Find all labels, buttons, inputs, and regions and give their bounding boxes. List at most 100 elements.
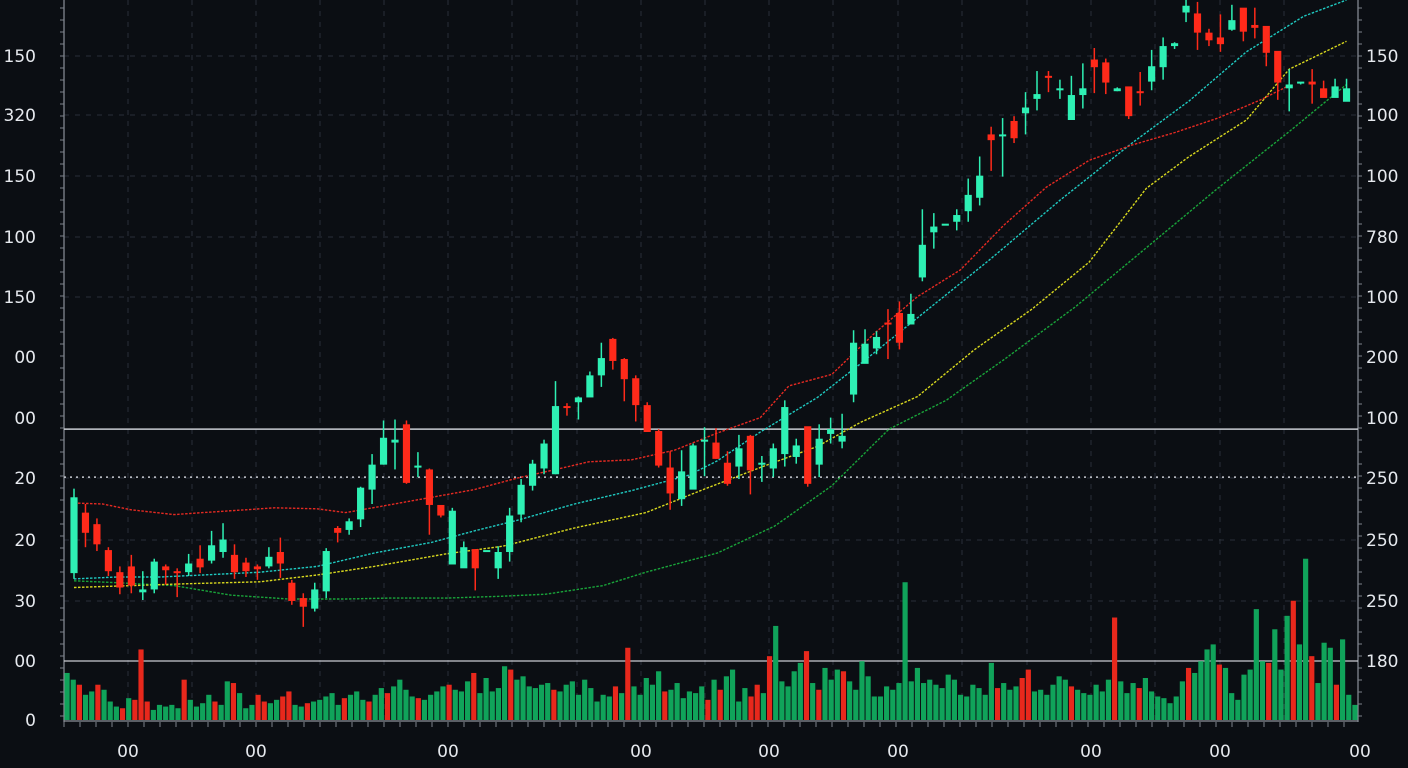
y-tick-label-left: 320 xyxy=(4,106,36,126)
volume-bar xyxy=(421,699,428,720)
candle-body xyxy=(1170,43,1179,47)
candle-body xyxy=(1148,66,1156,82)
moving-average-yellow xyxy=(73,40,1347,589)
volume-bar xyxy=(729,669,736,720)
volume-bar xyxy=(1112,617,1118,720)
candle-body xyxy=(219,539,227,552)
candle-body xyxy=(597,358,605,376)
candle-body xyxy=(574,397,583,403)
y-tick-label-left: 00 xyxy=(14,409,36,429)
candle-body xyxy=(357,487,365,520)
volume-bar xyxy=(193,706,200,720)
y-tick-label-right: 100 xyxy=(1366,409,1398,429)
volume-bar xyxy=(563,684,569,720)
candle-body xyxy=(1342,88,1351,102)
volume-bar xyxy=(816,689,822,720)
volume-bar xyxy=(1321,642,1327,720)
volume-bar xyxy=(631,686,637,720)
volume-bar xyxy=(810,683,816,720)
volume-bar xyxy=(668,689,674,720)
volume-bar xyxy=(594,701,600,720)
volume-bar xyxy=(532,688,538,720)
moving-average-cyan xyxy=(73,0,1347,580)
volume-bar xyxy=(440,686,446,720)
volume-bar xyxy=(828,679,834,720)
volume-bar xyxy=(347,694,354,720)
candle-body xyxy=(1285,84,1293,89)
volume-bar xyxy=(1315,683,1321,720)
volume-bar xyxy=(366,701,372,720)
candle-body xyxy=(712,442,720,459)
y-tick-label-right: 100 xyxy=(1366,288,1398,308)
candle-body xyxy=(1262,25,1270,53)
moving-average-red xyxy=(73,84,1290,516)
candle-body xyxy=(506,515,514,552)
y-tick-label-right: 250 xyxy=(1366,469,1398,489)
candle-body xyxy=(345,521,353,530)
x-tick-label: 00 xyxy=(1080,742,1102,762)
volume-bar xyxy=(557,691,563,720)
volume-bar xyxy=(1179,681,1185,720)
volume-bar xyxy=(538,684,545,720)
volume-bar xyxy=(822,667,828,720)
candle-body xyxy=(987,134,995,141)
volume-bar xyxy=(1167,703,1173,720)
candle-body xyxy=(609,338,617,361)
candle-body xyxy=(861,343,869,364)
candle-body xyxy=(643,405,651,432)
volume-bar xyxy=(865,676,871,720)
volume-bar xyxy=(871,696,877,720)
volume-bar xyxy=(859,661,865,720)
candle-body xyxy=(471,549,479,569)
volume-bar xyxy=(237,693,243,720)
candle-body xyxy=(953,215,961,222)
x-axis-labels: 00 00 00 00 00 00 00 00 00 xyxy=(117,742,1371,762)
x-tick-label: 00 xyxy=(1209,742,1231,762)
volume-bar xyxy=(273,699,280,720)
candle-body xyxy=(1125,86,1133,117)
candle-body xyxy=(551,406,560,475)
volume-bar xyxy=(1056,676,1062,720)
candle-body xyxy=(1320,88,1328,98)
x-tick-label: 00 xyxy=(245,742,267,762)
volume-bar xyxy=(298,706,304,720)
volume-bar xyxy=(723,676,729,720)
volume-bar xyxy=(200,703,206,720)
candle-body xyxy=(1033,94,1041,99)
volume-bar xyxy=(1185,667,1192,720)
volume-bar xyxy=(1222,667,1229,720)
y-tick-label-right: 250 xyxy=(1366,592,1398,612)
volume-bar xyxy=(101,689,107,720)
volume-bar xyxy=(458,691,465,720)
volume-bar xyxy=(360,699,366,720)
candle-body xyxy=(1056,88,1064,91)
volume-bar xyxy=(501,666,508,720)
volume-bar xyxy=(785,686,791,720)
volume-bar xyxy=(680,698,686,720)
candle-body xyxy=(976,175,984,198)
volume-bar xyxy=(569,681,575,720)
candle-body xyxy=(483,550,491,553)
y-tick-label-left: 20 xyxy=(14,531,36,551)
volume-bar xyxy=(144,701,150,720)
volume-bar xyxy=(1333,684,1340,720)
volume-bar xyxy=(224,681,230,720)
volume-bar xyxy=(403,689,409,720)
volume-bar xyxy=(483,678,489,720)
volume-bar xyxy=(908,681,914,720)
candle-body xyxy=(689,445,697,490)
y-tick-label-left: 0 xyxy=(25,711,36,731)
volume-bar xyxy=(1192,672,1198,720)
candle-body xyxy=(70,497,78,574)
volume-bar xyxy=(317,699,323,720)
volume-bar xyxy=(304,703,310,720)
candlesticks xyxy=(70,0,1351,627)
candle-body xyxy=(1182,5,1190,13)
volume-bar xyxy=(310,701,317,720)
volume-bar xyxy=(409,696,415,720)
volume-bar xyxy=(70,679,76,720)
candle-body xyxy=(1021,107,1030,114)
candle-body xyxy=(276,552,284,564)
candle-body xyxy=(1251,24,1259,28)
